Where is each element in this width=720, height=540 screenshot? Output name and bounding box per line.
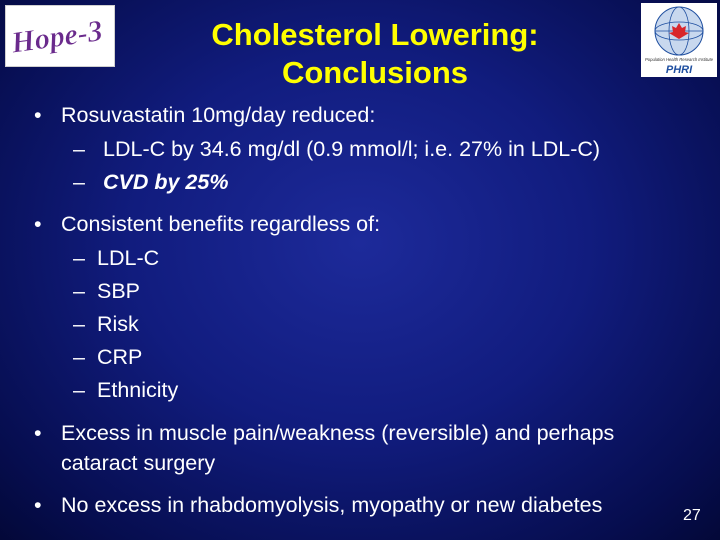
phri-logo: Population Health Research Institute PHR… <box>641 3 717 77</box>
dash-marker: – <box>73 345 85 369</box>
slide-title: Cholesterol Lowering: Conclusions <box>140 16 610 92</box>
sub-item-text: CVD by 25% <box>103 170 229 194</box>
phri-logo-text: PHRI <box>666 64 693 76</box>
page-number: 27 <box>683 507 701 524</box>
bullet-text: cataract surgery <box>61 451 216 475</box>
sub-item-text: LDL-C by 34.6 mg/dl (0.9 mmol/l; i.e. 27… <box>103 137 601 161</box>
sub-item-text: CRP <box>97 345 143 369</box>
globe-icon <box>654 6 704 56</box>
bullet-marker: • <box>34 493 42 517</box>
dash-marker: – <box>73 246 85 270</box>
title-line-2: Conclusions <box>281 55 468 90</box>
dash-marker: – <box>73 279 85 303</box>
sub-item-text: Ethnicity <box>97 378 179 402</box>
bullet-marker: • <box>34 421 42 445</box>
bullet-text: Excess in muscle pain/weakness (reversib… <box>61 421 615 445</box>
bullet-text: No excess in rhabdomyolysis, myopathy or… <box>61 493 603 517</box>
bullet-text: Rosuvastatin 10mg/day reduced: <box>61 103 376 127</box>
sub-item-text: Risk <box>97 312 139 336</box>
title-line-1: Cholesterol Lowering: <box>211 17 539 52</box>
dash-marker: – <box>73 312 85 336</box>
dash-marker: – <box>73 378 85 402</box>
bullet-marker: • <box>34 103 42 127</box>
dash-marker: – <box>73 170 85 194</box>
dash-marker: – <box>73 137 85 161</box>
bullet-text: Consistent benefits regardless of: <box>61 212 381 236</box>
phri-tagline: Population Health Research Institute <box>645 57 714 62</box>
sub-item-text: SBP <box>97 279 141 303</box>
hope3-logo: Hope-3 <box>5 5 115 67</box>
sub-item-text: LDL-C <box>97 246 160 270</box>
bullet-marker: • <box>34 212 42 236</box>
